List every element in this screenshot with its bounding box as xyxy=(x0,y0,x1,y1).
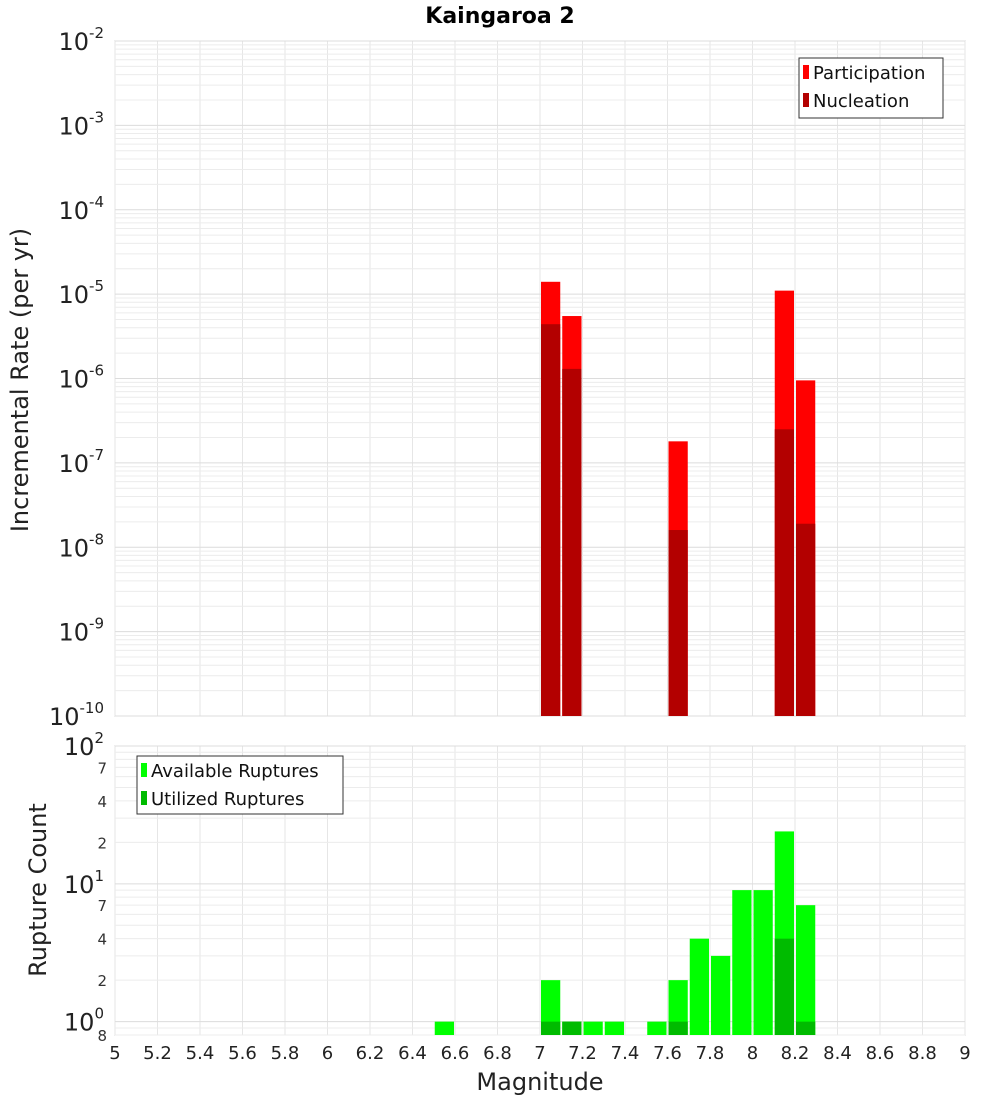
x-tick-label-7: 7 xyxy=(534,1043,545,1064)
x-tick-label-8: 8 xyxy=(747,1043,758,1064)
available-ruptures-bar xyxy=(541,980,561,1035)
bottom-y-tick-label: 102 xyxy=(64,729,104,761)
chart-title: Kaingaroa 2 xyxy=(425,4,574,29)
x-tick-label-5-2: 5.2 xyxy=(143,1043,172,1064)
top-y-tick-labels: 10-10 10-9 10-8 10-7 10-6 10-5 10-4 10-3 10-2 xyxy=(49,24,104,731)
x-tick-label-8-4: 8.4 xyxy=(823,1043,852,1064)
legend-swatch-available-ruptures xyxy=(141,763,147,777)
x-tick-label-7-2: 7.2 xyxy=(568,1043,597,1064)
legend-swatch-participation xyxy=(803,65,809,79)
bottom-y-axis-label: Rupture Count xyxy=(24,803,52,977)
available-ruptures-bar xyxy=(753,890,773,1035)
x-tick-label-5: 5 xyxy=(109,1043,120,1064)
nucleation-bar xyxy=(541,324,561,716)
x-tick-label-5-6: 5.6 xyxy=(228,1043,257,1064)
available-ruptures-bar xyxy=(796,905,816,1035)
bottom-y-minor-tick-label: 2 xyxy=(97,834,107,852)
bottom-y-minor-tick-label: 7 xyxy=(97,759,107,777)
legend-label-utilized-ruptures: Utilized Ruptures xyxy=(151,789,304,810)
x-tick-label-6-6: 6.6 xyxy=(441,1043,470,1064)
bottom-y-minor-tick-label: 2 xyxy=(97,972,107,990)
x-tick-label-7-8: 7.8 xyxy=(696,1043,725,1064)
bottom-y-minor-tick-label: 8 xyxy=(97,1027,107,1045)
available-ruptures-bar xyxy=(583,1021,603,1035)
available-ruptures-bar xyxy=(732,890,752,1035)
top-y-axis-label: Incremental Rate (per yr) xyxy=(6,228,34,532)
top-y-tick-label: 10-6 xyxy=(58,362,104,394)
x-tick-label-8-8: 8.8 xyxy=(908,1043,937,1064)
x-tick-label-9: 9 xyxy=(959,1043,970,1064)
nucleation-bar xyxy=(562,368,582,716)
bottom-bars xyxy=(434,831,816,1035)
x-tick-label-6: 6 xyxy=(322,1043,333,1064)
x-tick-labels: 5 5.2 5.4 5.6 5.8 6 6.2 6.4 6.6 6.8 7 7.2 7.4 7.6 7.8 8… xyxy=(109,1043,970,1064)
bottom-gridlines xyxy=(114,745,966,1036)
x-axis-label: Magnitude xyxy=(476,1068,603,1096)
available-ruptures-bar xyxy=(668,980,688,1035)
nucleation-bar xyxy=(774,429,794,716)
utilized-ruptures-bar xyxy=(796,1021,816,1035)
bottom-y-tick-label: 100 xyxy=(64,1005,104,1037)
legend-label-available-ruptures: Available Ruptures xyxy=(151,761,319,782)
nucleation-bar xyxy=(668,530,688,716)
x-tick-label-5-8: 5.8 xyxy=(271,1043,300,1064)
top-legend: Participation Nucleation xyxy=(798,57,944,119)
available-ruptures-bar xyxy=(647,1021,667,1035)
x-tick-label-6-2: 6.2 xyxy=(356,1043,385,1064)
top-y-tick-label: 10-4 xyxy=(58,193,104,225)
x-tick-label-8-6: 8.6 xyxy=(866,1043,895,1064)
available-ruptures-bar xyxy=(604,1021,624,1035)
top-y-tick-label: 10-10 xyxy=(49,699,104,731)
top-y-tick-label: 10-2 xyxy=(58,24,104,56)
nucleation-bar xyxy=(796,523,816,716)
legend-label-nucleation: Nucleation xyxy=(813,91,909,112)
top-y-tick-label: 10-7 xyxy=(58,446,104,478)
bottom-legend: Available Ruptures Utilized Ruptures xyxy=(136,755,344,815)
utilized-ruptures-bar xyxy=(668,1021,688,1035)
top-y-tick-label: 10-9 xyxy=(58,615,104,647)
utilized-ruptures-bar xyxy=(541,1021,561,1035)
available-ruptures-bar xyxy=(689,938,709,1035)
top-y-tick-label: 10-3 xyxy=(58,108,104,140)
x-tick-label-7-6: 7.6 xyxy=(653,1043,682,1064)
available-ruptures-bar xyxy=(711,955,731,1035)
top-y-tick-label: 10-5 xyxy=(58,277,104,309)
x-tick-label-6-8: 6.8 xyxy=(483,1043,512,1064)
legend-swatch-nucleation xyxy=(803,93,809,107)
top-gridlines xyxy=(114,40,966,717)
available-ruptures-bar xyxy=(434,1021,454,1035)
utilized-ruptures-bar xyxy=(774,938,794,1035)
x-tick-label-6-4: 6.4 xyxy=(398,1043,427,1064)
legend-swatch-utilized-ruptures xyxy=(141,791,147,805)
top-legend-box xyxy=(798,57,944,119)
x-tick-label-5-4: 5.4 xyxy=(186,1043,215,1064)
utilized-ruptures-bar xyxy=(562,1021,582,1035)
top-bars xyxy=(541,281,816,716)
bottom-y-tick-labels: 100 101 102 8 2 4 7 2 4 7 xyxy=(64,729,107,1045)
bottom-y-minor-tick-label: 4 xyxy=(97,793,107,811)
bottom-y-minor-tick-label: 4 xyxy=(97,931,107,949)
bottom-legend-box xyxy=(136,755,344,815)
top-y-tick-label: 10-8 xyxy=(58,530,104,562)
bottom-y-minor-tick-label: 7 xyxy=(97,897,107,915)
x-tick-label-8-2: 8.2 xyxy=(781,1043,810,1064)
x-tick-label-7-4: 7.4 xyxy=(611,1043,640,1064)
bottom-y-tick-label: 101 xyxy=(64,867,104,899)
legend-label-participation: Participation xyxy=(813,63,925,84)
